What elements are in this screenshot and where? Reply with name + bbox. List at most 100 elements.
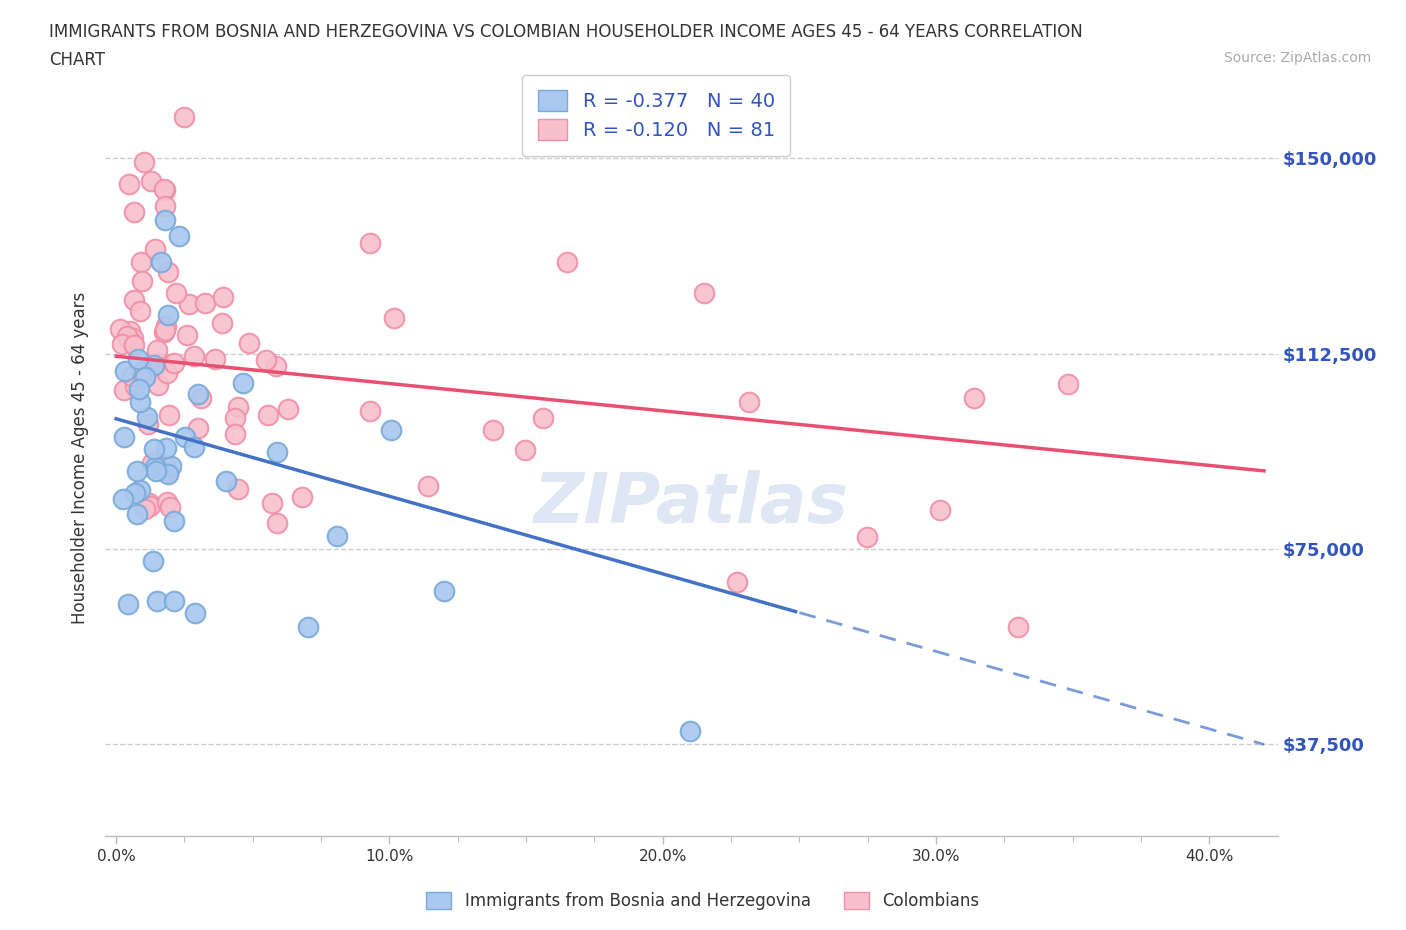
- Point: [163, 514, 186, 529]
- Point: [121, 335, 143, 350]
- Point: [928, 502, 950, 517]
- Point: [1057, 377, 1080, 392]
- Point: [165, 286, 187, 300]
- Point: [118, 324, 141, 339]
- Point: [155, 318, 177, 333]
- Point: [163, 355, 186, 370]
- Point: [139, 498, 162, 513]
- Point: [121, 369, 143, 384]
- Point: [124, 485, 146, 500]
- Point: [131, 273, 153, 288]
- Point: [112, 382, 135, 397]
- Point: [153, 198, 176, 213]
- Point: [359, 235, 381, 250]
- Point: [127, 507, 149, 522]
- Point: [416, 478, 439, 493]
- Point: [139, 174, 162, 189]
- Point: [129, 255, 152, 270]
- Text: Source: ZipAtlas.com: Source: ZipAtlas.com: [1223, 51, 1371, 65]
- Point: [856, 529, 879, 544]
- Point: [297, 619, 319, 634]
- Point: [382, 311, 405, 325]
- Point: [155, 182, 177, 197]
- Point: [224, 426, 246, 441]
- Point: [963, 391, 986, 405]
- Point: [156, 494, 179, 509]
- Point: [679, 724, 702, 738]
- Point: [262, 496, 284, 511]
- Point: [146, 593, 169, 608]
- Point: [143, 460, 166, 475]
- Point: [143, 442, 166, 457]
- Point: [156, 465, 179, 480]
- Point: [150, 255, 173, 270]
- Legend: R = -0.377   N = 40, R = -0.120   N = 81: R = -0.377 N = 40, R = -0.120 N = 81: [522, 74, 790, 156]
- Point: [135, 409, 157, 424]
- Point: [224, 410, 246, 425]
- Point: [148, 355, 170, 370]
- Point: [122, 330, 145, 345]
- Point: [127, 352, 149, 366]
- Point: [156, 264, 179, 279]
- Point: [177, 297, 200, 312]
- Point: [187, 387, 209, 402]
- Point: [204, 352, 226, 366]
- Point: [159, 499, 181, 514]
- Point: [156, 467, 179, 482]
- Point: [226, 481, 249, 496]
- Point: [159, 458, 181, 473]
- Point: [128, 381, 150, 396]
- Point: [291, 490, 314, 505]
- Point: [433, 583, 456, 598]
- Point: [129, 483, 152, 498]
- Point: [111, 337, 134, 352]
- Point: [725, 575, 748, 590]
- Point: [555, 255, 578, 270]
- Point: [183, 349, 205, 364]
- Point: [359, 404, 381, 418]
- Point: [122, 338, 145, 352]
- Legend: Immigrants from Bosnia and Herzegovina, Colombians: Immigrants from Bosnia and Herzegovina, …: [420, 885, 986, 917]
- Point: [226, 399, 249, 414]
- Point: [157, 407, 180, 422]
- Point: [1007, 619, 1029, 634]
- Point: [266, 445, 288, 459]
- Point: [211, 289, 233, 304]
- Point: [515, 443, 537, 458]
- Point: [256, 353, 278, 368]
- Point: [232, 376, 254, 391]
- Point: [257, 408, 280, 423]
- Point: [380, 422, 402, 437]
- Text: IMMIGRANTS FROM BOSNIA AND HERZEGOVINA VS COLOMBIAN HOUSEHOLDER INCOME AGES 45 -: IMMIGRANTS FROM BOSNIA AND HERZEGOVINA V…: [49, 23, 1083, 41]
- Point: [187, 420, 209, 435]
- Point: [138, 496, 160, 511]
- Text: ZIPatlas: ZIPatlas: [534, 470, 849, 537]
- Point: [146, 342, 169, 357]
- Point: [737, 395, 759, 410]
- Point: [153, 325, 176, 339]
- Point: [194, 296, 217, 311]
- Point: [134, 369, 156, 384]
- Point: [129, 365, 152, 379]
- Point: [183, 440, 205, 455]
- Point: [211, 315, 233, 330]
- Point: [155, 441, 177, 456]
- Point: [156, 365, 179, 380]
- Point: [108, 321, 131, 336]
- Point: [153, 322, 176, 337]
- Point: [214, 473, 236, 488]
- Point: [132, 155, 155, 170]
- Point: [112, 430, 135, 445]
- Point: [118, 177, 141, 192]
- Point: [152, 181, 174, 196]
- Point: [173, 429, 195, 444]
- Point: [143, 242, 166, 257]
- Point: [134, 502, 156, 517]
- Point: [153, 458, 176, 472]
- Point: [176, 327, 198, 342]
- Point: [266, 515, 288, 530]
- Point: [531, 411, 554, 426]
- Point: [190, 391, 212, 405]
- Point: [127, 464, 149, 479]
- Point: [326, 528, 349, 543]
